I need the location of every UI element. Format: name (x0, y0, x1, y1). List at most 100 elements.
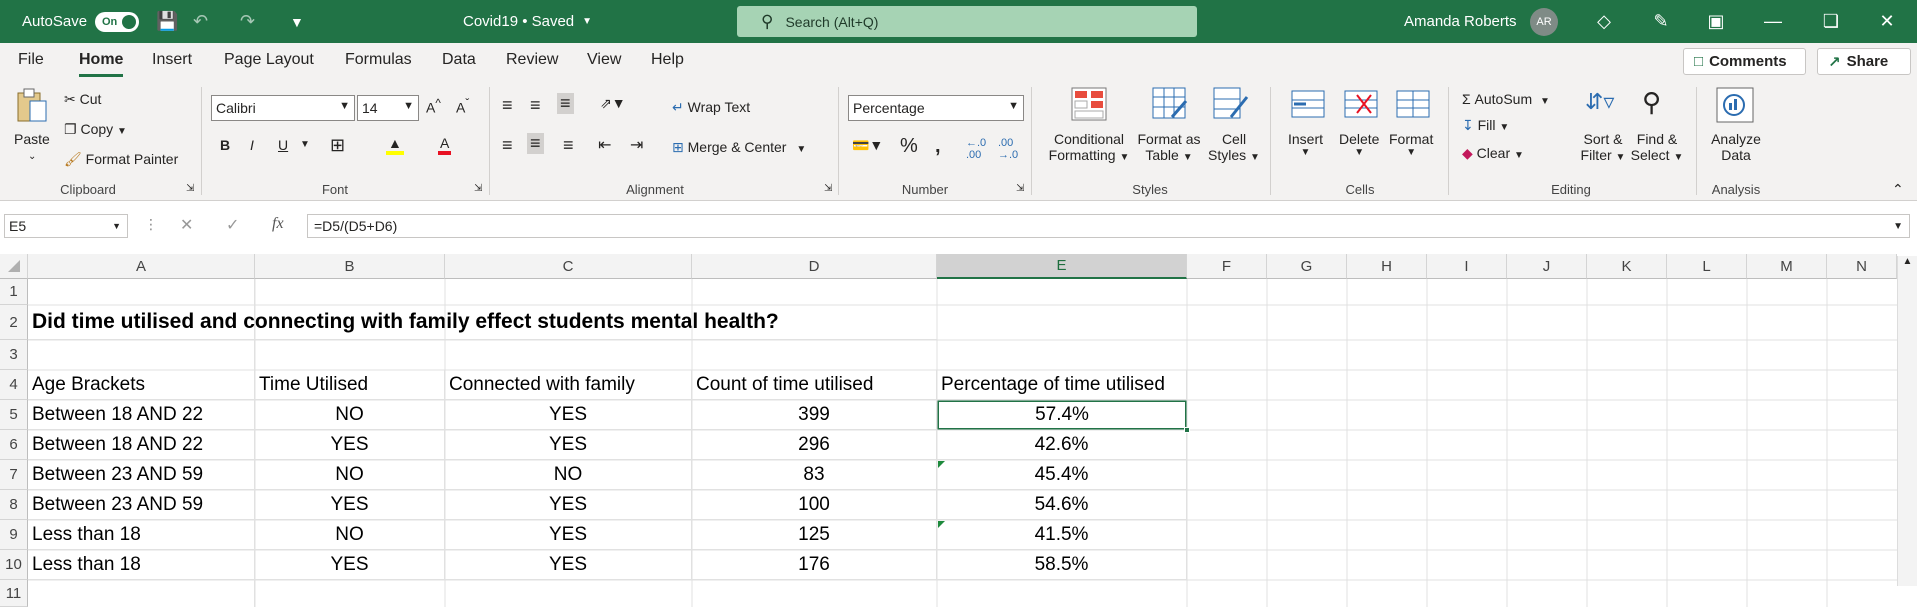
align-right-icon[interactable]: ≡ (563, 135, 574, 155)
formula-input[interactable]: =D5/(D5+D6) ▼ (307, 214, 1910, 238)
diamond-icon[interactable]: ◇ (1597, 11, 1611, 31)
row-header-10[interactable]: 10 (0, 550, 28, 580)
tab-view[interactable]: View (587, 51, 622, 68)
conditional-formatting-icon[interactable] (1071, 87, 1107, 121)
error-indicator-icon[interactable] (938, 461, 945, 468)
column-header-e[interactable]: E (937, 254, 1187, 279)
comments-button[interactable]: □ Comments (1683, 48, 1806, 75)
column-header-g[interactable]: G (1267, 254, 1347, 279)
row-header-5[interactable]: 5 (0, 400, 28, 430)
number-format-select[interactable]: Percentage ▼ (848, 95, 1024, 121)
user-avatar[interactable]: AR (1530, 0, 1558, 43)
column-header-l[interactable]: L (1667, 254, 1747, 279)
analyze-data-button[interactable]: Analyze Data (1710, 131, 1762, 163)
dialog-launcher-icon[interactable]: ⇲ (474, 183, 483, 194)
active-cell[interactable]: 57.4% (937, 400, 1187, 430)
autosave-toggle[interactable]: On (95, 0, 139, 43)
close-icon[interactable]: ✕ (1879, 11, 1895, 31)
font-name-select[interactable]: Calibri ▼ (211, 95, 355, 121)
name-box[interactable]: E5 ▼ (4, 214, 128, 238)
align-top-icon[interactable]: ≡ (502, 95, 513, 115)
align-middle-icon[interactable]: ≡ (530, 95, 541, 115)
pen-icon[interactable]: ✎ (1653, 11, 1669, 31)
column-header-m[interactable]: M (1747, 254, 1827, 279)
row-header-8[interactable]: 8 (0, 490, 28, 520)
tab-insert[interactable]: Insert (152, 51, 193, 68)
merge-center-button[interactable]: ⊞ Merge & Center ▼ (672, 139, 806, 156)
tab-file[interactable]: File (18, 51, 44, 68)
fill-button[interactable]: ↧ Fill ▼ (1462, 117, 1509, 134)
borders-icon[interactable]: ⊞ (330, 135, 346, 155)
row-header-1[interactable]: 1 (0, 279, 28, 305)
search-box[interactable]: ⚲ Search (Alt+Q) (737, 6, 1197, 37)
decrease-decimal-icon[interactable]: .00 →.0 (998, 137, 1019, 161)
analyze-data-icon[interactable] (1716, 87, 1754, 123)
magnifier-icon[interactable]: ⚲ (1642, 87, 1662, 117)
scroll-up-icon[interactable]: ▲ (1902, 256, 1913, 267)
conditional-formatting-button[interactable]: Conditional Formatting ▼ (1048, 131, 1130, 163)
row-header-11[interactable]: 11 (0, 580, 28, 607)
dialog-launcher-icon[interactable]: ⇲ (824, 183, 833, 194)
font-size-select[interactable]: 14 ▼ (357, 95, 419, 121)
bold-icon[interactable]: B (220, 137, 231, 153)
delete-cells-button[interactable]: Delete ▼ (1339, 131, 1379, 158)
format-cells-button[interactable]: Format ▼ (1389, 131, 1433, 158)
column-header-b[interactable]: B (255, 254, 445, 279)
column-header-d[interactable]: D (692, 254, 937, 279)
row-header-9[interactable]: 9 (0, 520, 28, 550)
insert-cells-icon[interactable] (1290, 87, 1326, 121)
increase-font-icon[interactable]: A^ (426, 97, 441, 116)
sort-filter-icon[interactable]: ⇵▿ (1585, 89, 1615, 114)
row-header-4[interactable]: 4 (0, 370, 28, 400)
column-header-f[interactable]: F (1187, 254, 1267, 279)
customize-toolbar-icon[interactable]: ▼ (290, 13, 304, 30)
tab-page-layout[interactable]: Page Layout (224, 51, 314, 68)
wrap-text-button[interactable]: ↵ Wrap Text (672, 99, 750, 116)
paste-chevron-icon[interactable]: ⌄ (28, 151, 37, 162)
copy-button[interactable]: ❐ Copy ▼ (64, 121, 127, 138)
insert-cells-button[interactable]: Insert ▼ (1288, 131, 1323, 158)
tab-home[interactable]: Home (79, 51, 124, 77)
decrease-font-icon[interactable]: Aˇ (456, 97, 470, 116)
column-header-i[interactable]: I (1427, 254, 1507, 279)
paste-button[interactable]: Paste (14, 131, 50, 147)
row-header-7[interactable]: 7 (0, 460, 28, 490)
align-left-icon[interactable]: ≡ (502, 135, 513, 155)
collapse-ribbon-icon[interactable]: ⌃ (1892, 181, 1904, 197)
cell-styles-icon[interactable] (1213, 87, 1249, 121)
redo-icon[interactable]: ↷ (240, 11, 256, 31)
enter-icon[interactable]: ✓ (226, 217, 240, 234)
error-indicator-icon[interactable] (938, 521, 945, 528)
tab-help[interactable]: Help (651, 51, 684, 68)
insert-function-icon[interactable]: fx (272, 215, 284, 232)
column-header-h[interactable]: H (1347, 254, 1427, 279)
document-title[interactable]: Covid19 • Saved ▼ (463, 0, 592, 43)
font-color-icon[interactable]: A (438, 135, 452, 155)
minimize-icon[interactable]: — (1764, 11, 1782, 31)
orientation-icon[interactable]: ⇗▼ (600, 95, 626, 111)
fill-color-icon[interactable]: ▲ (386, 135, 404, 155)
dialog-launcher-icon[interactable]: ⇲ (1016, 183, 1025, 194)
column-header-j[interactable]: J (1507, 254, 1587, 279)
align-center-icon[interactable]: ≡ (527, 133, 544, 154)
fill-handle[interactable] (1184, 427, 1190, 433)
format-painter-button[interactable]: 🖌 Format Painter (64, 151, 178, 168)
column-header-a[interactable]: A (28, 254, 255, 279)
worksheet-grid[interactable]: A B C D E F G H I J K L M N ▲ 1 2 3 4 5 … (0, 254, 1917, 607)
accounting-format-icon[interactable]: 💳▼ (852, 137, 884, 153)
find-select-button[interactable]: Find & Select ▼ (1628, 131, 1686, 163)
undo-icon[interactable]: ↶ (193, 11, 209, 31)
underline-icon[interactable]: U (278, 137, 289, 153)
user-name[interactable]: Amanda Roberts (1404, 13, 1517, 30)
italic-icon[interactable]: I (250, 137, 254, 153)
row-header-6[interactable]: 6 (0, 430, 28, 460)
column-header-n[interactable]: N (1827, 254, 1897, 279)
row-header-2[interactable]: 2 (0, 305, 28, 340)
dialog-launcher-icon[interactable]: ⇲ (186, 183, 195, 194)
tab-review[interactable]: Review (506, 51, 559, 68)
column-header-c[interactable]: C (445, 254, 692, 279)
increase-indent-icon[interactable]: ⇥ (630, 137, 644, 154)
percent-style-icon[interactable]: % (900, 135, 918, 157)
cell-styles-button[interactable]: Cell Styles ▼ (1208, 131, 1260, 163)
ribbon-display-icon[interactable]: ▣ (1707, 11, 1725, 31)
